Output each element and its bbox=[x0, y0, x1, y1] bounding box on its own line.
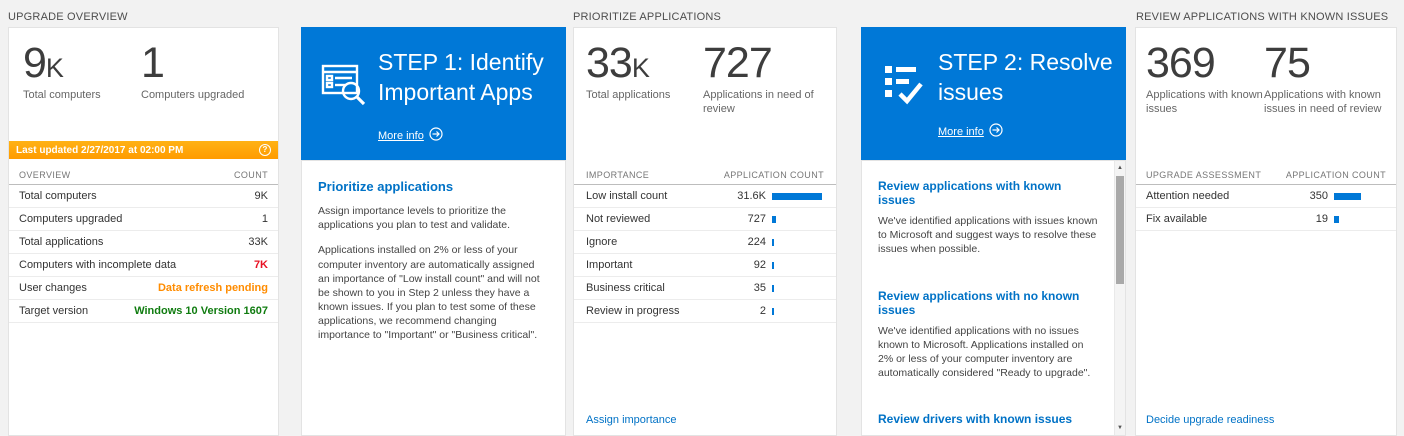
stat-known-issues-need-review: 75 Applications with known issues in nee… bbox=[1264, 39, 1384, 117]
scrollbar[interactable]: ▲ ▼ bbox=[1114, 161, 1125, 435]
stat-known-issues-need-review-label: Applications with known issues in need o… bbox=[1264, 89, 1382, 116]
overview-table-header: OVERVIEW COUNT bbox=[9, 165, 278, 185]
table-row[interactable]: Ignore 224 bbox=[574, 231, 836, 254]
table-row[interactable]: Not reviewed 727 bbox=[574, 208, 836, 231]
stat-computers-upgraded-label: Computers upgraded bbox=[141, 89, 245, 102]
prioritize-info-card: Prioritize applications Assign importanc… bbox=[301, 160, 566, 436]
count-bar bbox=[772, 238, 774, 246]
table-row[interactable]: Computers upgraded 1 bbox=[9, 208, 278, 231]
review-apps-known-issues-text: We've identified applications with issue… bbox=[878, 215, 1098, 256]
count-bar bbox=[772, 261, 774, 269]
upgrade-assessment-table: UPGRADE ASSESSMENT APPLICATION COUNT Att… bbox=[1136, 165, 1396, 231]
known-issues-card[interactable]: 369 Applications with known issues 75 Ap… bbox=[1135, 27, 1397, 436]
table-row[interactable]: Target version Windows 10 Version 1607 bbox=[9, 300, 278, 323]
resolve-section: Review drivers with known issues We've i… bbox=[878, 412, 1101, 435]
decide-upgrade-readiness-link[interactable]: Decide upgrade readiness bbox=[1146, 414, 1275, 426]
importance-table: IMPORTANCE APPLICATION COUNT Low install… bbox=[574, 165, 836, 323]
stat-apps-need-review-value: 727 bbox=[703, 39, 773, 87]
stat-computers-upgraded-value: 1 bbox=[141, 39, 165, 87]
scrollbar-down-arrow[interactable]: ▼ bbox=[1117, 425, 1123, 431]
known-stats: 369 Applications with known issues 75 Ap… bbox=[1136, 28, 1396, 117]
prioritize-applications-heading[interactable]: Prioritize applications bbox=[318, 179, 454, 194]
resolve-section: Review applications with no known issues… bbox=[878, 289, 1101, 381]
identify-apps-icon bbox=[320, 60, 368, 113]
review-drivers-known-issues-heading[interactable]: Review drivers with known issues bbox=[878, 412, 1073, 427]
resolve-info-card: Review applications with known issues We… bbox=[861, 160, 1126, 436]
overview-table: OVERVIEW COUNT Total computers 9K Comput… bbox=[9, 165, 278, 323]
stat-apps-known-issues-value: 369 bbox=[1146, 39, 1216, 87]
apps-stats: 33K Total applications 727 Applications … bbox=[574, 28, 836, 117]
step1-title: STEP 1: Identify Important Apps bbox=[378, 49, 544, 105]
table-row[interactable]: Review in progress 2 bbox=[574, 300, 836, 323]
upgrade-assessment-col-header: UPGRADE ASSESSMENT bbox=[1146, 170, 1262, 180]
table-row[interactable]: User changes Data refresh pending bbox=[9, 277, 278, 300]
prioritize-paragraph-2: Applications installed on 2% or less of … bbox=[318, 244, 540, 342]
importance-col-header: IMPORTANCE bbox=[586, 170, 650, 180]
scrollbar-up-arrow[interactable]: ▲ bbox=[1117, 165, 1123, 171]
stat-apps-known-issues-label: Applications with known issues bbox=[1146, 89, 1263, 116]
stat-total-applications-label: Total applications bbox=[586, 89, 671, 102]
importance-table-header: IMPORTANCE APPLICATION COUNT bbox=[574, 165, 836, 185]
upgrade-assessment-table-header: UPGRADE ASSESSMENT APPLICATION COUNT bbox=[1136, 165, 1396, 185]
stat-total-computers: 9K Total computers bbox=[23, 39, 141, 103]
table-row[interactable]: Computers with incomplete data 7K bbox=[9, 254, 278, 277]
table-row[interactable]: Attention needed 350 bbox=[1136, 185, 1396, 208]
resolve-issues-icon bbox=[880, 60, 928, 113]
arrow-circle-icon bbox=[989, 123, 1003, 140]
count-bar bbox=[772, 192, 822, 200]
step2-card[interactable]: STEP 2: Resolve issues More info bbox=[861, 27, 1126, 160]
table-row[interactable]: Low install count 31.6K bbox=[574, 185, 836, 208]
count-bar bbox=[1334, 215, 1339, 223]
table-row[interactable]: Important 92 bbox=[574, 254, 836, 277]
help-icon[interactable]: ? bbox=[259, 144, 271, 156]
upgrade-overview-card[interactable]: 9K Total computers 1 Computers upgraded … bbox=[8, 27, 279, 436]
last-updated-text: Last updated 2/27/2017 at 02:00 PM bbox=[16, 144, 184, 156]
section-label-upgrade-overview: UPGRADE OVERVIEW bbox=[8, 11, 128, 23]
stat-apps-need-review-label: Applications in need of review bbox=[703, 89, 814, 116]
last-updated-banner: Last updated 2/27/2017 at 02:00 PM ? bbox=[9, 141, 278, 159]
arrow-circle-icon bbox=[429, 127, 443, 144]
assign-importance-link[interactable]: Assign importance bbox=[586, 414, 677, 426]
count-col-header: COUNT bbox=[234, 170, 268, 180]
step2-more-info-link[interactable]: More info bbox=[938, 123, 1003, 140]
review-apps-known-issues-heading[interactable]: Review applications with known issues bbox=[878, 179, 1062, 207]
count-bar bbox=[772, 284, 774, 292]
stat-total-computers-label: Total computers bbox=[23, 89, 101, 102]
stat-total-applications: 33K Total applications bbox=[586, 39, 703, 117]
prioritize-paragraph-1: Assign importance levels to prioritize t… bbox=[318, 205, 511, 232]
review-apps-no-known-issues-text: We've identified applications with no is… bbox=[878, 324, 1091, 380]
overview-col-header: OVERVIEW bbox=[19, 170, 71, 180]
stat-apps-known-issues: 369 Applications with known issues bbox=[1146, 39, 1264, 117]
count-bar bbox=[772, 307, 774, 315]
incomplete-data-count: 7K bbox=[253, 259, 268, 271]
stat-known-issues-need-review-value: 75 bbox=[1264, 39, 1311, 87]
review-apps-no-known-issues-heading[interactable]: Review applications with no known issues bbox=[878, 288, 1080, 317]
section-label-review-known-issues: REVIEW APPLICATIONS WITH KNOWN ISSUES bbox=[1136, 11, 1389, 23]
count-bar bbox=[772, 215, 776, 223]
step2-title: STEP 2: Resolve issues bbox=[938, 49, 1113, 105]
step1-more-info-link[interactable]: More info bbox=[378, 127, 443, 144]
stat-total-applications-value: 33K bbox=[586, 39, 650, 87]
table-row[interactable]: Total computers 9K bbox=[9, 185, 278, 208]
application-count-col-header: APPLICATION COUNT bbox=[1285, 170, 1386, 180]
resolve-sections: Review applications with known issues We… bbox=[862, 161, 1113, 435]
review-drivers-known-issues-text: We've identified drivers that will migra… bbox=[878, 433, 1101, 435]
count-bar bbox=[1334, 192, 1361, 200]
application-count-col-header: APPLICATION COUNT bbox=[723, 170, 824, 180]
applications-stats-card[interactable]: 33K Total applications 727 Applications … bbox=[573, 27, 837, 436]
resolve-section: Review applications with known issues We… bbox=[878, 179, 1101, 257]
step1-card[interactable]: STEP 1: Identify Important Apps More inf… bbox=[301, 27, 566, 160]
target-version-value: Windows 10 Version 1607 bbox=[134, 305, 268, 317]
table-row[interactable]: Business critical 35 bbox=[574, 277, 836, 300]
overview-stats: 9K Total computers 1 Computers upgraded bbox=[9, 28, 278, 103]
scrollbar-thumb[interactable] bbox=[1116, 176, 1124, 284]
table-row[interactable]: Total applications 33K bbox=[9, 231, 278, 254]
table-row[interactable]: Fix available 19 bbox=[1136, 208, 1396, 231]
stat-computers-upgraded: 1 Computers upgraded bbox=[141, 39, 261, 103]
data-refresh-status: Data refresh pending bbox=[157, 282, 268, 294]
section-label-prioritize-apps: PRIORITIZE APPLICATIONS bbox=[573, 11, 722, 23]
stat-total-computers-value: 9K bbox=[23, 39, 64, 87]
stat-apps-need-review: 727 Applications in need of review bbox=[703, 39, 824, 117]
